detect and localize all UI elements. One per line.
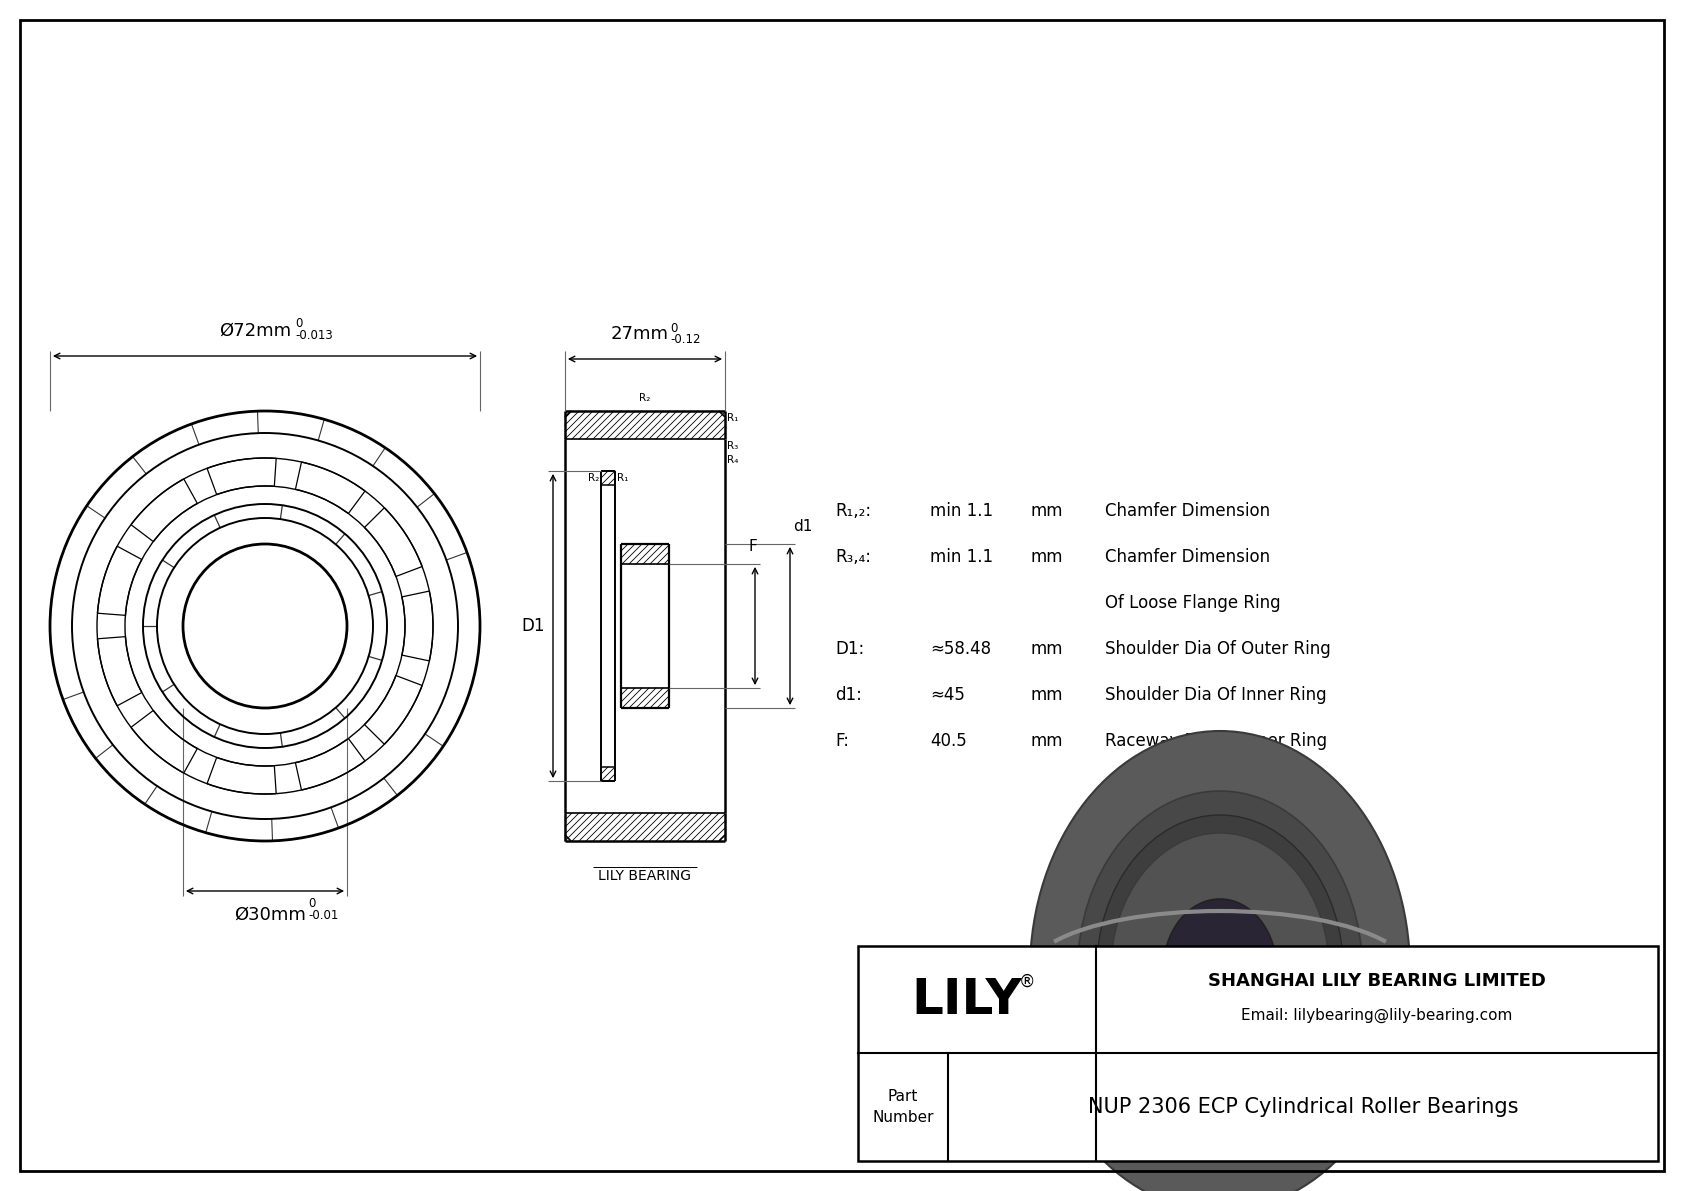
Text: Ø30mm: Ø30mm — [234, 906, 306, 924]
Text: R₂: R₂ — [588, 473, 600, 484]
Text: ≈58.48: ≈58.48 — [930, 640, 992, 657]
Text: LILY BEARING: LILY BEARING — [598, 869, 692, 883]
Ellipse shape — [1096, 815, 1344, 1127]
Text: d1: d1 — [793, 519, 812, 534]
Text: Shoulder Dia Of Inner Ring: Shoulder Dia Of Inner Ring — [1105, 686, 1327, 704]
Text: mm: mm — [1031, 686, 1063, 704]
Text: ≈45: ≈45 — [930, 686, 965, 704]
Text: R₃,₄:: R₃,₄: — [835, 548, 871, 566]
Text: NUP 2306 ECP Cylindrical Roller Bearings: NUP 2306 ECP Cylindrical Roller Bearings — [1088, 1097, 1519, 1117]
Text: LILY: LILY — [911, 975, 1022, 1023]
Text: Shoulder Dia Of Outer Ring: Shoulder Dia Of Outer Ring — [1105, 640, 1330, 657]
Text: Email: lilybearing@lily-bearing.com: Email: lilybearing@lily-bearing.com — [1241, 1008, 1512, 1023]
Text: min 1.1: min 1.1 — [930, 548, 994, 566]
Text: F: F — [749, 540, 758, 554]
Text: D1:: D1: — [835, 640, 864, 657]
Text: -0.12: -0.12 — [670, 333, 701, 347]
Text: SHANGHAI LILY BEARING LIMITED: SHANGHAI LILY BEARING LIMITED — [1207, 973, 1546, 991]
Text: Chamfer Dimension: Chamfer Dimension — [1105, 548, 1270, 566]
Bar — [859, 946, 1659, 1161]
Text: R₄: R₄ — [727, 455, 738, 464]
Text: 27mm: 27mm — [611, 325, 669, 343]
Ellipse shape — [1031, 731, 1410, 1191]
Text: mm: mm — [1031, 548, 1063, 566]
Text: min 1.1: min 1.1 — [930, 501, 994, 520]
Text: 0: 0 — [308, 897, 315, 910]
Text: Ø72mm: Ø72mm — [219, 322, 291, 339]
Text: Raceway Dia Of Inner Ring: Raceway Dia Of Inner Ring — [1105, 732, 1327, 750]
Text: Of Loose Flange Ring: Of Loose Flange Ring — [1105, 594, 1280, 612]
Text: R₁: R₁ — [727, 413, 738, 423]
Text: F:: F: — [835, 732, 849, 750]
Text: R₂: R₂ — [640, 393, 650, 403]
Ellipse shape — [1111, 833, 1329, 1109]
Ellipse shape — [1078, 791, 1362, 1151]
Text: Part
Number: Part Number — [872, 1089, 933, 1125]
Text: Chamfer Dimension: Chamfer Dimension — [1105, 501, 1270, 520]
Ellipse shape — [1164, 899, 1276, 1043]
Text: mm: mm — [1031, 732, 1063, 750]
Text: 0: 0 — [670, 322, 677, 335]
Text: -0.01: -0.01 — [308, 909, 338, 922]
Text: 0: 0 — [295, 317, 303, 330]
Text: R₃: R₃ — [727, 441, 738, 451]
Text: mm: mm — [1031, 640, 1063, 657]
Text: R₁,₂:: R₁,₂: — [835, 501, 871, 520]
Text: R₁: R₁ — [616, 473, 628, 484]
Text: D1: D1 — [522, 617, 546, 635]
Text: -0.013: -0.013 — [295, 329, 333, 342]
Text: mm: mm — [1031, 501, 1063, 520]
Text: 40.5: 40.5 — [930, 732, 967, 750]
Text: ®: ® — [1019, 973, 1036, 991]
Text: d1:: d1: — [835, 686, 862, 704]
